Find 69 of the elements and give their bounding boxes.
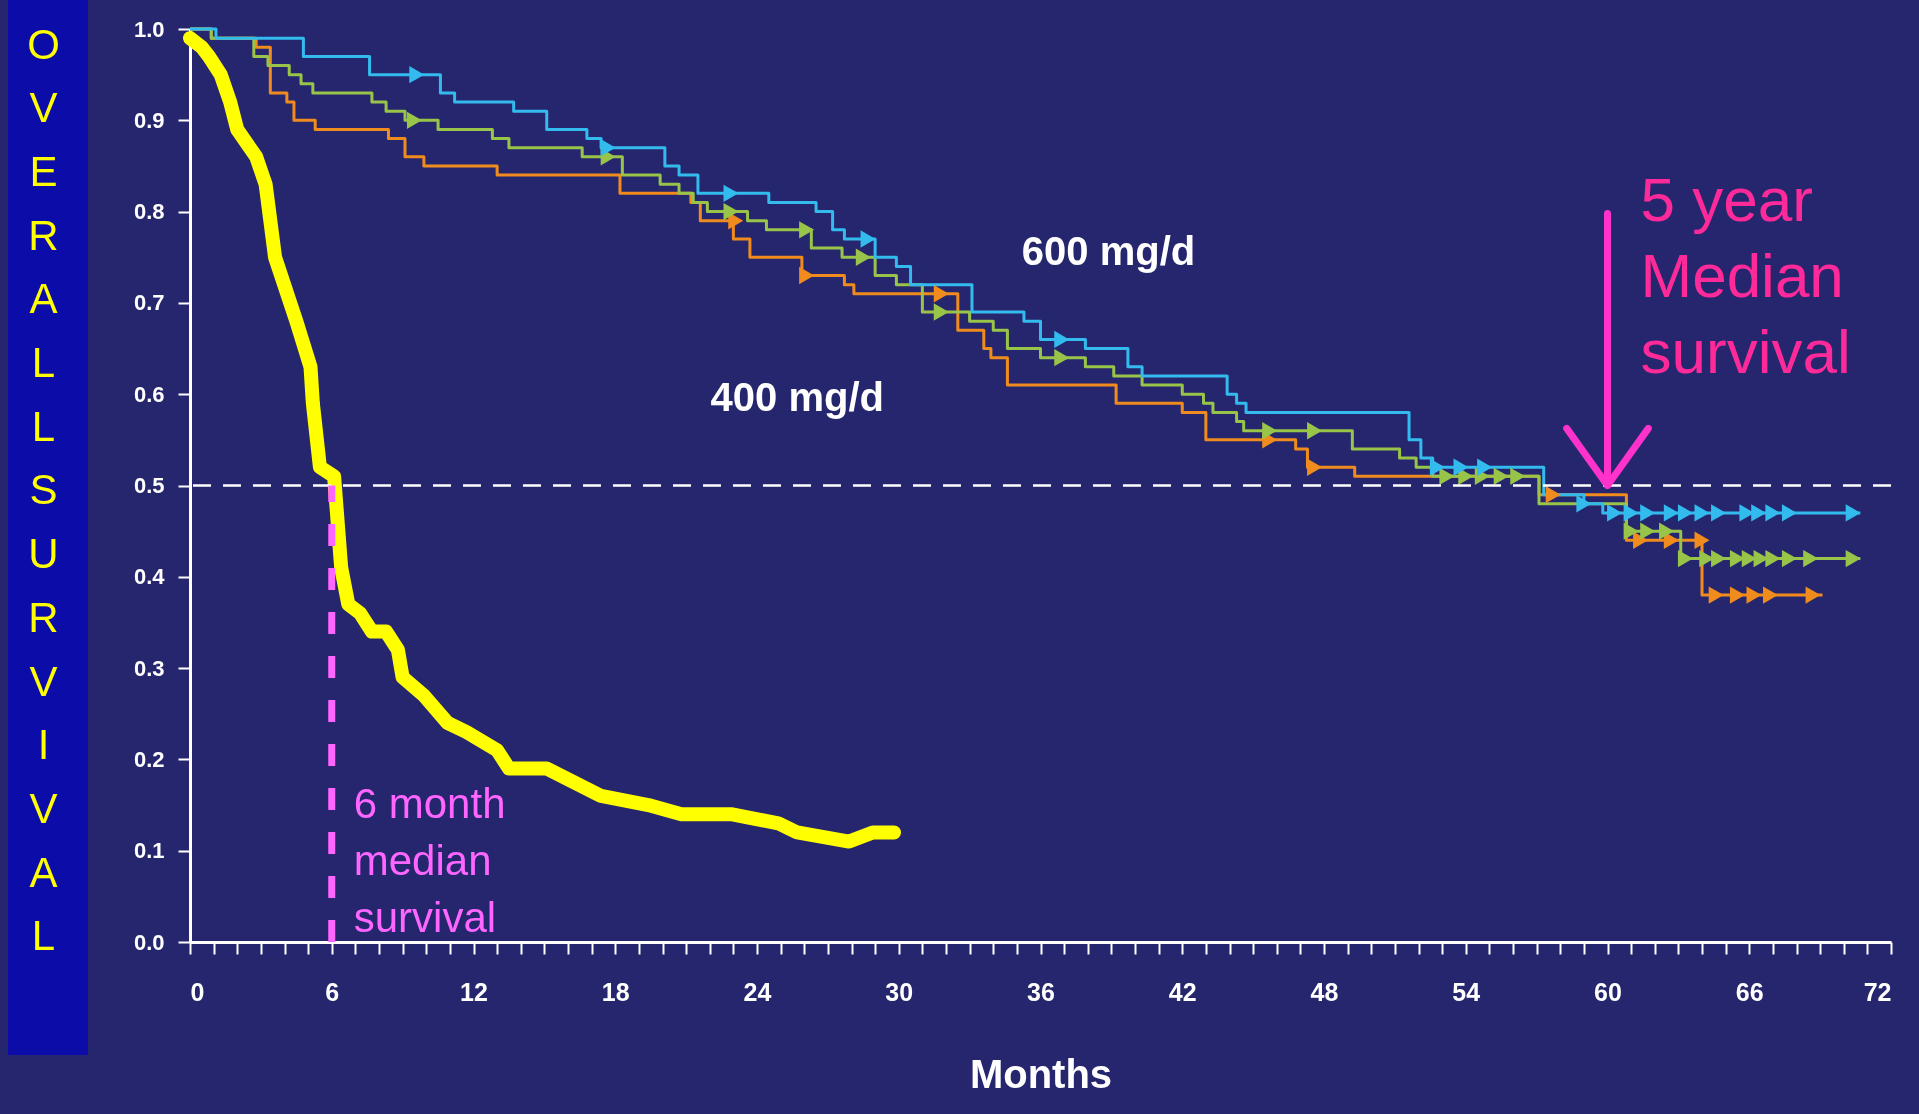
point	[1623, 504, 1639, 522]
point	[799, 221, 815, 239]
point	[1708, 586, 1724, 604]
point	[1694, 531, 1710, 549]
x-tick-label: 24	[743, 977, 772, 1006]
point	[1640, 522, 1656, 540]
point	[1633, 531, 1649, 549]
point	[1765, 504, 1781, 522]
annotation: 400 mg/d	[710, 374, 884, 419]
point	[860, 230, 876, 248]
x-tick-label: 12	[460, 977, 488, 1006]
point	[1623, 522, 1639, 540]
x-tick-label: 0	[190, 977, 205, 1006]
y-tick-label: 0.8	[133, 199, 165, 225]
x-tick-label: 66	[1735, 977, 1764, 1006]
point	[1545, 485, 1561, 504]
point	[855, 248, 871, 266]
point	[1663, 504, 1679, 522]
text: OVERALL SURVIVAL	[27, 20, 60, 960]
y-tick-label: 0.2	[133, 746, 165, 772]
x-tick-label: 72	[1863, 977, 1892, 1006]
x-tick-label: 30	[885, 977, 914, 1006]
point	[1805, 586, 1821, 604]
y-tick-label: 0.0	[133, 929, 165, 955]
x-axis-title: Months	[969, 1051, 1113, 1096]
x-tick-label: 42	[1168, 977, 1197, 1006]
point	[1659, 522, 1675, 540]
point	[1677, 504, 1693, 522]
point	[1845, 549, 1861, 568]
point	[409, 65, 425, 84]
point	[728, 212, 744, 230]
x-tick-label: 36	[1027, 977, 1055, 1006]
point	[1694, 504, 1710, 522]
point	[933, 285, 949, 303]
point	[1307, 422, 1323, 440]
x-tick-label: 60	[1594, 977, 1622, 1006]
y-tick-label: 0.3	[133, 655, 165, 681]
point	[1845, 504, 1861, 522]
point	[1307, 458, 1323, 476]
point	[1781, 504, 1797, 522]
point	[1054, 349, 1070, 367]
y-tick-label: 0.4	[133, 564, 166, 590]
point	[1576, 495, 1592, 513]
y-tick-label: 0.5	[133, 473, 165, 498]
y-tick-label: 0.9	[133, 107, 165, 133]
point	[1493, 467, 1509, 486]
y-tick-label: 0.1	[133, 838, 165, 864]
annotation: 5 year Median survival	[1640, 164, 1851, 386]
x-tick-label: 48	[1310, 977, 1339, 1006]
point	[1429, 458, 1445, 476]
point	[933, 303, 949, 321]
y-tick-label: 0.6	[133, 381, 165, 407]
point	[1477, 458, 1493, 476]
point	[1262, 422, 1278, 440]
point	[1746, 586, 1762, 604]
point	[1453, 458, 1469, 476]
annotation: 600 mg/d	[1021, 228, 1196, 273]
point	[600, 139, 616, 157]
point	[1677, 549, 1693, 568]
x-tick-label: 18	[601, 977, 630, 1006]
x-tick-label: 6	[325, 977, 340, 1006]
ref-line-label: 6 month median survival	[353, 780, 506, 941]
point	[1439, 467, 1455, 486]
point	[406, 111, 422, 129]
x-tick-label: 54	[1452, 977, 1481, 1006]
point	[1729, 586, 1745, 604]
y-tick-label: 0.7	[133, 290, 165, 316]
point	[723, 184, 739, 202]
y-tick-label: 1.0	[133, 16, 165, 42]
